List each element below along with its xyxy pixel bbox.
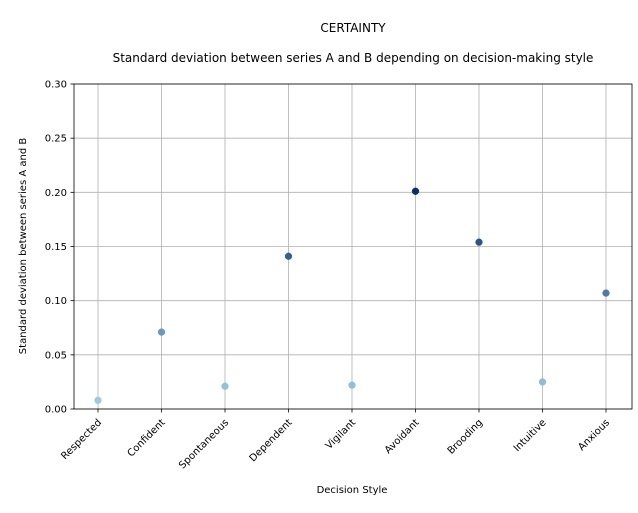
data-point [284, 252, 293, 260]
data-point [221, 382, 229, 390]
y-axis-label: Standard deviation between series A and … [18, 138, 29, 355]
y-tick-label: 0.20 [45, 188, 67, 199]
data-point [538, 378, 547, 386]
grid [74, 83, 632, 410]
y-tick-label: 0.05 [45, 350, 67, 361]
data-point [411, 187, 420, 195]
data-point [602, 289, 610, 297]
y-axis: 0.00 0.05 0.10 0.15 0.20 0.25 0.30 [45, 80, 74, 416]
y-tick-label: 0.25 [45, 134, 67, 145]
data-point [475, 238, 483, 246]
y-tick-label: 0.15 [45, 242, 67, 253]
data-points [94, 187, 610, 404]
y-tick-label: 0.30 [45, 80, 67, 91]
x-axis-label: Decision Style [317, 485, 388, 496]
y-tick-label: 0.00 [45, 405, 67, 416]
chart-title: Standard deviation between series A and … [113, 51, 594, 65]
data-point [157, 328, 166, 336]
data-point [94, 396, 102, 404]
data-point [348, 381, 356, 389]
y-tick-label: 0.10 [45, 296, 67, 307]
chart-suptitle: CERTAINTY [320, 21, 386, 35]
